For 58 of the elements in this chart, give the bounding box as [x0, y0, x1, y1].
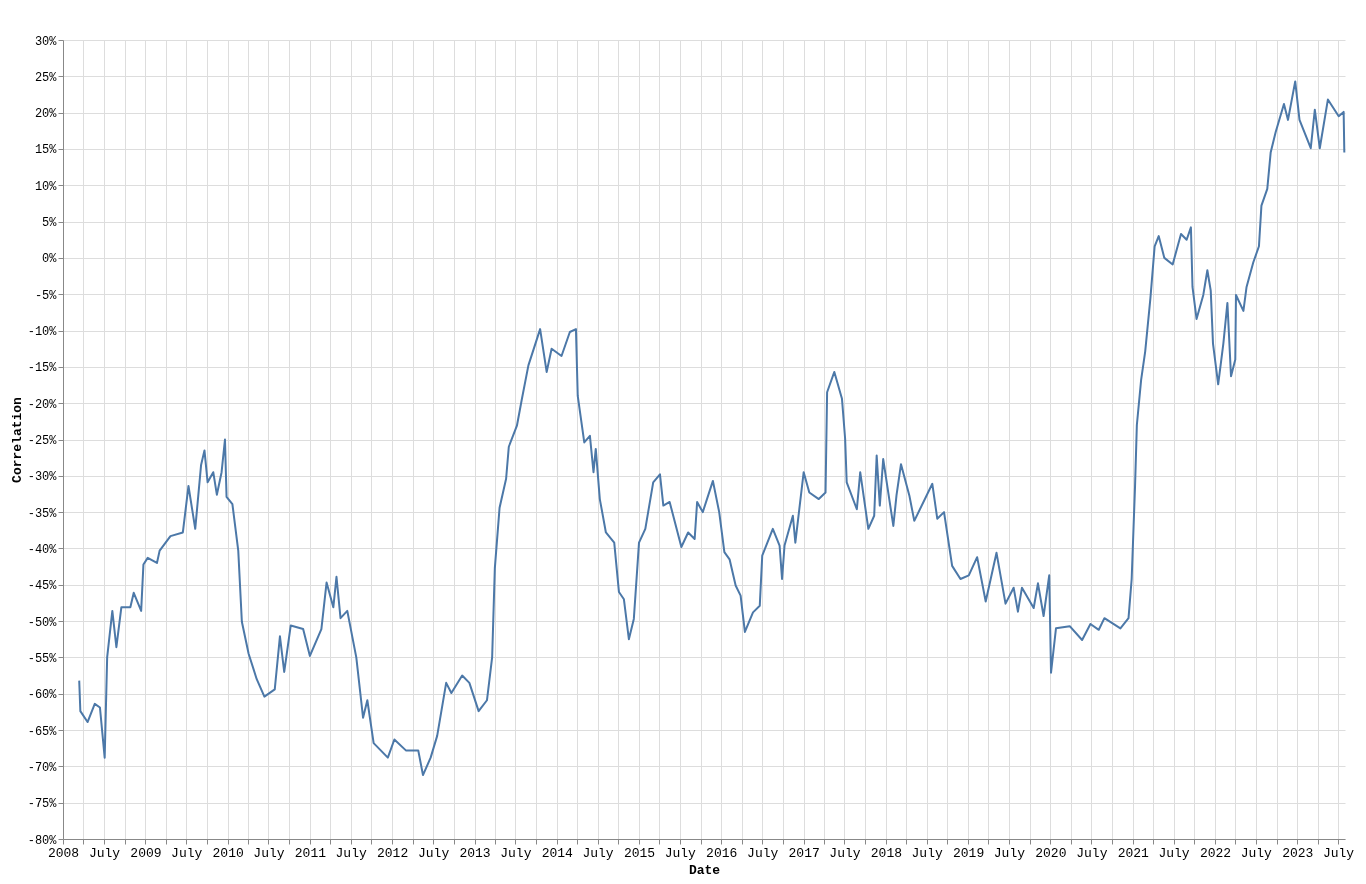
- y-tick-label: -45%: [27, 579, 58, 594]
- x-tick-label: July: [829, 845, 861, 861]
- y-tick-label: -60%: [27, 688, 58, 703]
- x-tick-label: July: [88, 845, 121, 861]
- x-tick-label: July: [664, 845, 697, 861]
- y-tick-label: -80%: [27, 833, 58, 848]
- x-tick-label: July: [335, 845, 367, 861]
- y-tick-label: -40%: [27, 542, 58, 557]
- x-tick-label: 2018: [870, 845, 903, 861]
- y-tick-label: -65%: [27, 724, 58, 739]
- y-axis-title: Correlation: [9, 396, 25, 483]
- x-axis-title: Date: [688, 862, 721, 878]
- y-tick-label: -75%: [27, 797, 58, 812]
- y-tick-label: -70%: [27, 760, 58, 775]
- x-tick-label: 2008: [47, 845, 80, 861]
- x-tick-label: July: [1240, 845, 1273, 861]
- x-tick-label: July: [500, 845, 532, 861]
- x-tick-label: 2022: [1199, 845, 1232, 861]
- y-tick-label: -30%: [27, 470, 58, 485]
- x-tick-label: July: [911, 845, 943, 861]
- x-tick-label: July: [582, 845, 614, 861]
- x-tick-label: 2015: [623, 845, 656, 861]
- x-tick-label: July: [993, 845, 1026, 861]
- y-tick-label: -15%: [27, 361, 58, 376]
- y-tick-label: 25%: [34, 70, 58, 85]
- x-tick-label: 2009: [130, 845, 162, 861]
- y-tick-label: -35%: [27, 506, 58, 521]
- y-tick-label: -10%: [27, 325, 58, 340]
- y-tick-label: 30%: [34, 34, 58, 49]
- y-tick-label: -25%: [27, 434, 58, 448]
- line-series: [78, 80, 1346, 777]
- y-tick-label: -50%: [27, 615, 58, 630]
- y-tick-label: 15%: [34, 143, 58, 158]
- x-tick-label: 2016: [706, 845, 738, 861]
- y-tick-label: -55%: [27, 651, 58, 666]
- x-tick-label: 2019: [953, 845, 985, 861]
- x-tick-label: 2023: [1282, 845, 1314, 861]
- x-tick-label: July: [1076, 845, 1108, 861]
- y-tick-label: 5%: [42, 216, 58, 231]
- y-tick-label: 0%: [42, 252, 58, 267]
- y-tick-label: 10%: [34, 179, 58, 194]
- y-tick-label: 20%: [34, 107, 58, 122]
- x-tick-label: July: [171, 845, 203, 861]
- x-tick-label: 2017: [788, 845, 820, 861]
- y-tick-label: -20%: [27, 397, 58, 412]
- x-tick-label: 2021: [1117, 845, 1150, 861]
- x-tick-label: July: [418, 845, 450, 861]
- x-tick-label: 2014: [541, 845, 574, 861]
- x-tick-label: July: [1322, 845, 1355, 861]
- x-tick-label: July: [747, 845, 779, 861]
- x-tick-label: 2012: [377, 845, 409, 861]
- x-tick-label: 2020: [1035, 845, 1067, 861]
- y-tick-label: -5%: [34, 288, 58, 303]
- x-tick-label: 2010: [212, 845, 244, 861]
- x-tick-label: July: [253, 845, 285, 861]
- x-tick-label: 2011: [294, 845, 327, 861]
- x-tick-label: July: [1158, 845, 1190, 861]
- x-tick-label: 2013: [459, 845, 491, 861]
